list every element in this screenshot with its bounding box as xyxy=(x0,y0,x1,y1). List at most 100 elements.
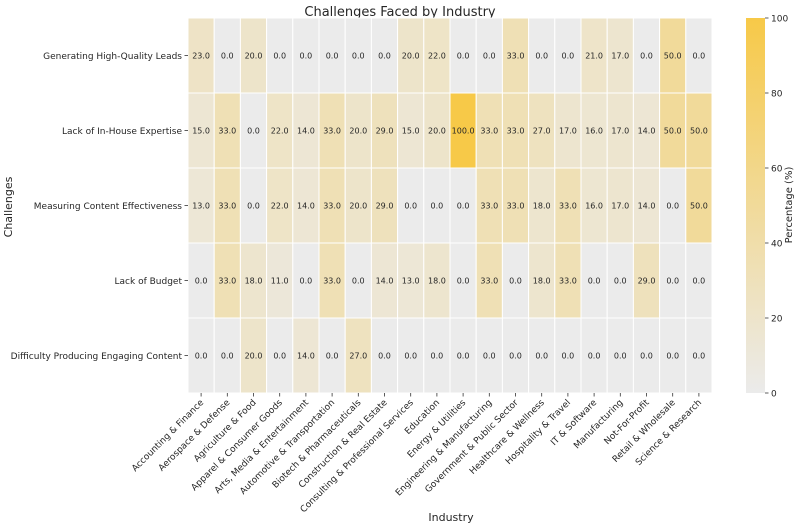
heatmap-cell xyxy=(344,17,372,94)
colorbar-tick-label: 80 xyxy=(771,90,783,100)
cell-value-label: 22.0 xyxy=(271,202,289,211)
cell-value-label: 0.0 xyxy=(640,352,653,361)
cell-value-label: 0.0 xyxy=(247,127,260,136)
cell-value-label: 0.0 xyxy=(666,202,679,211)
cell-value-label: 33.0 xyxy=(559,202,577,211)
heatmap-cell xyxy=(266,92,294,169)
heatmap-cell xyxy=(659,92,687,169)
heatmap-cell xyxy=(501,242,530,319)
heatmap-cell xyxy=(659,17,687,94)
cell-value-label: 33.0 xyxy=(218,277,236,286)
heatmap-cell xyxy=(475,167,503,244)
cell-value-label: 0.0 xyxy=(195,352,208,361)
cell-value-label: 17.0 xyxy=(611,52,629,61)
cell-value-label: 33.0 xyxy=(480,127,498,136)
heatmap-cell xyxy=(554,167,582,244)
cell-value-label: 29.0 xyxy=(376,127,394,136)
cell-value-label: 17.0 xyxy=(611,202,629,211)
heatmap-cell xyxy=(344,242,372,319)
colorbar-ticks: 0 20 40 60 80 100 xyxy=(765,15,788,400)
heatmap-cell xyxy=(606,317,634,394)
cell-value-label: 20.0 xyxy=(402,52,420,61)
heatmap-cell xyxy=(632,92,661,169)
colorbar-label: Percentage (%) xyxy=(784,167,795,244)
heatmap-cell xyxy=(187,167,215,244)
heatmap-cell xyxy=(528,92,556,169)
heatmap-cell xyxy=(397,17,425,94)
cell-value-label: 0.0 xyxy=(378,52,391,61)
cell-value-label: 13.0 xyxy=(402,277,420,286)
heatmap-cell xyxy=(606,242,634,319)
heatmap-cell xyxy=(397,242,425,319)
heatmap-cell xyxy=(528,17,556,94)
heatmap-cell xyxy=(475,242,503,319)
y-tick-label: Measuring Content Effectiveness xyxy=(34,202,183,212)
heatmap-cell xyxy=(266,167,294,244)
cell-value-label: 0.0 xyxy=(535,52,548,61)
cell-value-label: 20.0 xyxy=(245,52,263,61)
cell-value-label: 33.0 xyxy=(218,202,236,211)
cell-value-label: 20.0 xyxy=(245,352,263,361)
y-tick-label: Generating High-Quality Leads xyxy=(43,52,182,62)
y-axis-label: Challenges xyxy=(2,176,15,237)
heatmap-cell xyxy=(397,317,425,394)
cell-value-label: 0.0 xyxy=(352,277,365,286)
heatmap-cell xyxy=(554,17,582,94)
heatmap-cell xyxy=(292,317,320,394)
cell-value-label: 33.0 xyxy=(323,127,341,136)
heatmap-cell xyxy=(449,167,477,244)
heatmap-cell xyxy=(449,17,477,94)
heatmap-cell xyxy=(213,242,241,319)
cell-value-label: 0.0 xyxy=(666,352,679,361)
colorbar-tick-label: 20 xyxy=(771,315,783,325)
heatmap-cell xyxy=(528,317,556,394)
heatmap-cell xyxy=(213,167,241,244)
cell-value-label: 18.0 xyxy=(245,277,263,286)
heatmap-cell xyxy=(397,92,425,169)
heatmap-cell xyxy=(501,17,530,94)
heatmap-cell xyxy=(370,167,399,244)
cell-value-label: 50.0 xyxy=(690,202,708,211)
heatmap-cell xyxy=(685,317,713,394)
cell-value-label: 0.0 xyxy=(431,352,444,361)
cell-value-label: 14.0 xyxy=(297,352,315,361)
heatmap-cell xyxy=(318,17,346,94)
x-tick-label: Engineering & Manufacturing xyxy=(394,398,494,498)
cell-value-label: 20.0 xyxy=(349,202,367,211)
cell-value-label: 0.0 xyxy=(562,352,575,361)
cell-value-label: 22.0 xyxy=(271,127,289,136)
cell-value-label: 0.0 xyxy=(483,352,496,361)
cell-value-label: 0.0 xyxy=(273,52,286,61)
heatmap-cell xyxy=(685,167,713,244)
heatmap-cell xyxy=(659,167,687,244)
cell-value-label: 0.0 xyxy=(457,277,470,286)
cell-value-label: 0.0 xyxy=(457,202,470,211)
cell-value-label: 33.0 xyxy=(218,127,236,136)
colorbar-tick-label: 0 xyxy=(771,390,777,400)
heatmap-cells xyxy=(187,17,713,394)
cell-value-label: 11.0 xyxy=(271,277,289,286)
cell-value-label: 14.0 xyxy=(638,202,656,211)
heatmap-cell xyxy=(580,92,608,169)
cell-value-label: 0.0 xyxy=(404,352,417,361)
cell-value-label: 0.0 xyxy=(693,277,706,286)
cell-value-label: 17.0 xyxy=(611,127,629,136)
y-tick-labels: Generating High-Quality Leads Lack of In-… xyxy=(11,52,188,362)
heatmap-cell xyxy=(370,17,399,94)
cell-value-label: 14.0 xyxy=(297,202,315,211)
cell-value-label: 16.0 xyxy=(585,127,603,136)
cell-value-label: 20.0 xyxy=(428,127,446,136)
cell-value-label: 0.0 xyxy=(640,52,653,61)
x-tick-label: IT & Software xyxy=(549,398,599,448)
heatmap-cell xyxy=(528,167,556,244)
heatmap-cell xyxy=(580,167,608,244)
cell-value-label: 0.0 xyxy=(300,277,313,286)
cell-value-label: 0.0 xyxy=(404,202,417,211)
heatmap-cell xyxy=(632,17,661,94)
cell-value-label: 29.0 xyxy=(638,277,656,286)
cell-value-label: 23.0 xyxy=(192,52,210,61)
colorbar-tick-label: 60 xyxy=(771,165,783,175)
cell-value-label: 33.0 xyxy=(559,277,577,286)
